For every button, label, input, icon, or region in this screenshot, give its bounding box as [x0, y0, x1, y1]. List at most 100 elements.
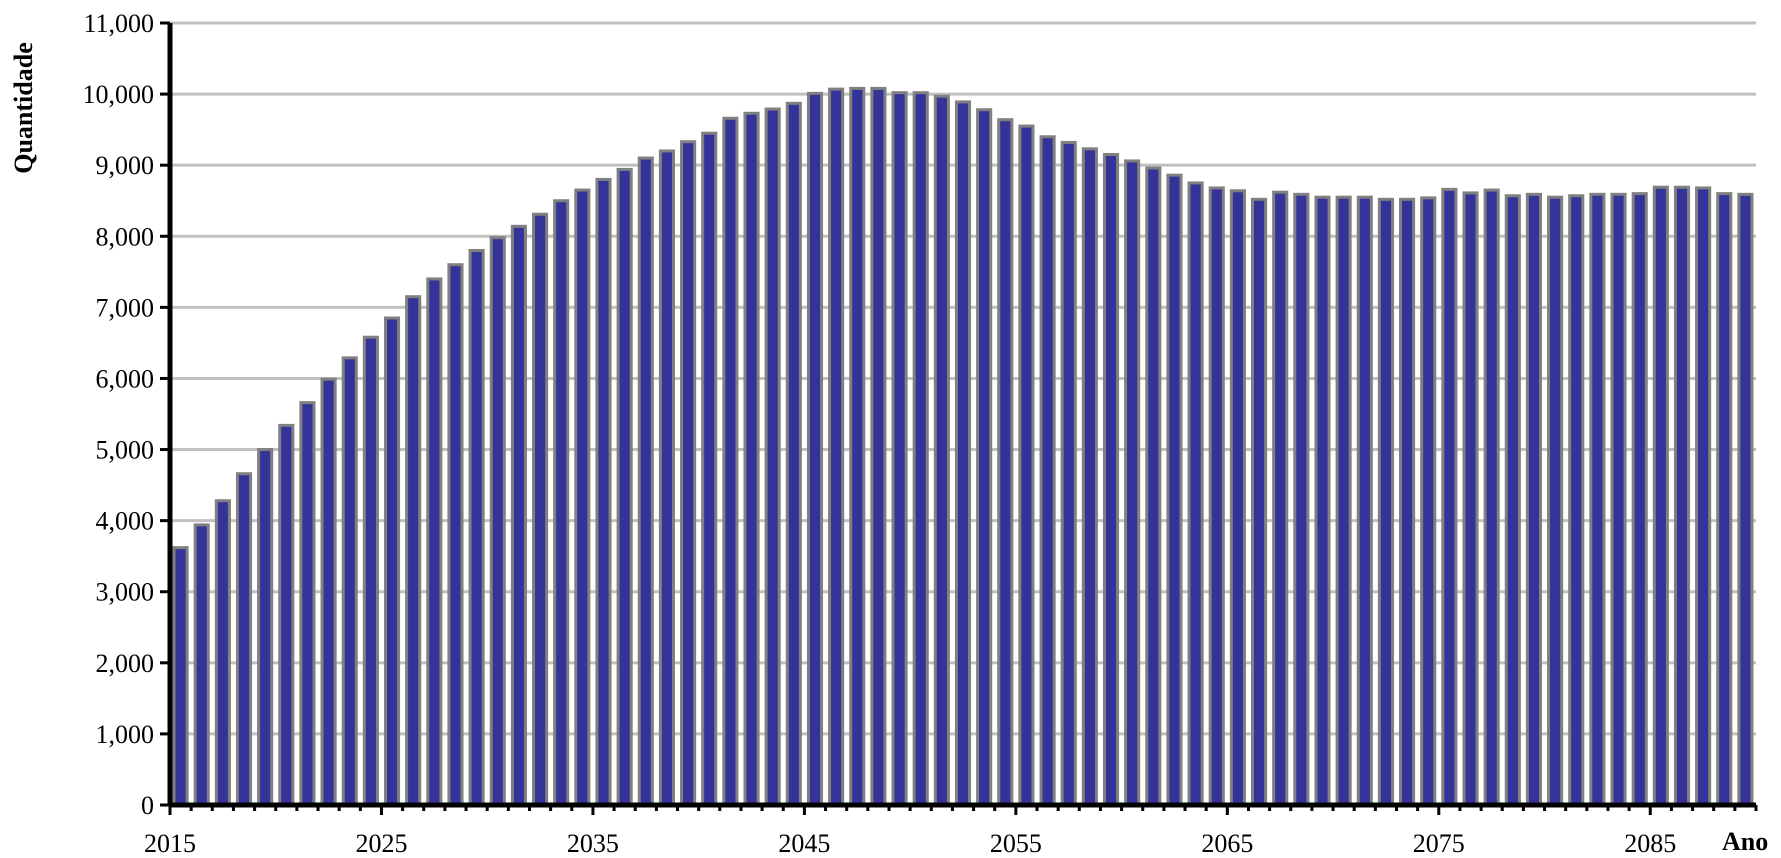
bar-2016 — [193, 523, 210, 807]
bar-2038 — [658, 149, 676, 807]
y-tick-label: 7,000 — [96, 293, 155, 322]
bar-2079 — [1525, 192, 1543, 807]
bar-2066 — [1251, 197, 1268, 807]
bar-2083 — [1610, 192, 1627, 807]
bar-2050 — [912, 91, 929, 807]
y-axis-title: Quantidade — [9, 42, 38, 174]
x-tick-label: 2045 — [778, 829, 830, 858]
bar-2084 — [1631, 192, 1648, 807]
bar-2064 — [1208, 186, 1225, 807]
x-tick-label: 2015 — [144, 829, 196, 858]
bar-2043 — [764, 107, 781, 807]
bar-2026 — [405, 295, 422, 807]
bar-2075 — [1441, 187, 1458, 807]
axes — [167, 23, 1756, 808]
bar-2063 — [1187, 181, 1204, 807]
bar-2034 — [574, 188, 591, 807]
bar-2057 — [1060, 140, 1077, 807]
y-tick-label: 11,000 — [83, 9, 154, 38]
bar-2039 — [680, 140, 697, 807]
bar-2065 — [1229, 189, 1246, 807]
bar-2022 — [320, 377, 337, 807]
y-tick-label: 3,000 — [96, 578, 155, 607]
bar-2030 — [489, 236, 506, 807]
bar-2046 — [828, 87, 845, 807]
bar-2086 — [1673, 185, 1691, 807]
bar-2020 — [278, 423, 295, 807]
bar-2035 — [595, 177, 612, 807]
bar-2085 — [1652, 185, 1669, 807]
y-tick-label: 2,000 — [96, 649, 155, 678]
bar-2045 — [806, 91, 824, 807]
y-tick-label: 10,000 — [83, 80, 155, 109]
bar-2018 — [235, 472, 253, 807]
bar-2062 — [1166, 173, 1183, 807]
bar-2053 — [976, 108, 993, 807]
bar-2077 — [1483, 188, 1500, 807]
y-axis-ticks: 0 1,000 2,000 3,000 4,000 5,000 6,000 7,000 8,00… — [83, 9, 170, 820]
bar-2080 — [1547, 195, 1564, 807]
bar-2040 — [701, 131, 718, 807]
y-tick-label: 6,000 — [96, 364, 155, 393]
bar-2023 — [341, 356, 358, 807]
bar-2054 — [997, 118, 1014, 807]
y-tick-label: 0 — [141, 791, 154, 820]
bar-2058 — [1081, 147, 1098, 807]
x-axis-title: Ano — [1722, 827, 1768, 856]
bar-2074 — [1420, 196, 1437, 807]
y-tick-label: 4,000 — [96, 507, 155, 536]
bar-2089 — [1737, 192, 1754, 807]
bar-2017 — [214, 499, 231, 807]
bar-2078 — [1504, 194, 1521, 807]
bar-2060 — [1124, 159, 1141, 807]
bar-2069 — [1314, 195, 1331, 807]
x-axis-ticks: 2015 2025 2035 2045 2055 2065 2075 2085 — [144, 805, 1758, 858]
x-tick-label: 2085 — [1624, 829, 1676, 858]
bar-2048 — [870, 86, 887, 807]
bar-2061 — [1145, 166, 1162, 807]
bar-2049 — [891, 91, 908, 807]
y-tick-label: 1,000 — [96, 720, 155, 749]
bar-2036 — [616, 167, 633, 807]
bar-2070 — [1335, 195, 1352, 807]
bar-2087 — [1695, 186, 1712, 807]
bar-2081 — [1568, 194, 1585, 807]
bar-2027 — [426, 277, 443, 807]
x-tick-label: 2055 — [990, 829, 1042, 858]
y-tick-label: 9,000 — [96, 151, 155, 180]
bar-2072 — [1377, 197, 1394, 807]
bar-2051 — [933, 94, 950, 807]
bar-2015 — [172, 546, 189, 807]
bar-2041 — [722, 116, 739, 807]
bar-2059 — [1102, 153, 1120, 807]
bar-2037 — [637, 156, 654, 807]
x-tick-label: 2025 — [355, 829, 407, 858]
x-tick-label: 2075 — [1413, 829, 1465, 858]
x-tick-label: 2065 — [1201, 829, 1253, 858]
bar-2073 — [1399, 197, 1416, 807]
bar-2067 — [1272, 190, 1289, 807]
bar-2044 — [785, 101, 802, 807]
y-tick-label: 5,000 — [96, 436, 155, 465]
bar-2052 — [954, 100, 972, 807]
bar-2024 — [362, 335, 379, 807]
bar-2076 — [1462, 191, 1479, 807]
bar-2033 — [553, 199, 570, 807]
bar-2025 — [383, 316, 401, 807]
x-tick-label: 2035 — [567, 829, 619, 858]
y-tick-label: 8,000 — [96, 222, 155, 251]
bar-2068 — [1293, 192, 1310, 807]
bar-2071 — [1356, 195, 1373, 807]
bar-2032 — [532, 212, 549, 807]
bar-2082 — [1589, 192, 1606, 807]
bar-2042 — [743, 111, 760, 807]
bar-2021 — [299, 401, 316, 807]
bar-2047 — [849, 86, 866, 807]
bars — [172, 86, 1754, 807]
bar-2056 — [1039, 135, 1056, 807]
bar-2031 — [510, 224, 527, 807]
bar-2028 — [447, 263, 464, 807]
bar-2019 — [257, 448, 274, 807]
